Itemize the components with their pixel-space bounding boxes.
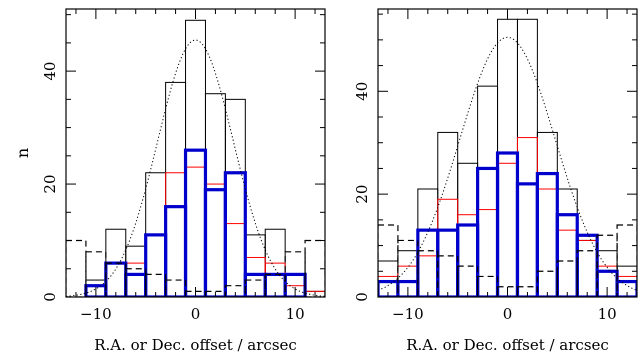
bar-thin-black-7 — [204, 93, 226, 297]
bar-thin-black-3 — [125, 245, 147, 297]
gaussian-fit-curve — [66, 39, 325, 297]
bar-thin-black-5 — [165, 81, 187, 297]
bar-red-6 — [185, 166, 206, 297]
bar-red-9 — [244, 256, 266, 297]
x-tick-label: 10 — [598, 305, 617, 323]
bar-red-2 — [105, 262, 127, 297]
plot-frame — [65, 8, 326, 298]
y-tick-label: 0 — [353, 292, 371, 302]
bar-thin-black-10 — [576, 239, 598, 297]
bar-dashed-black-2 — [105, 262, 127, 297]
bar-red-4 — [457, 214, 479, 297]
bar-dashed-black-9 — [244, 279, 266, 297]
bar-thin-black-4 — [457, 162, 479, 297]
bar-dashed-black-12 — [616, 224, 637, 297]
y-tick-label: 40 — [353, 82, 371, 101]
bar-red-8 — [536, 188, 558, 297]
bar-dashed-black-3 — [437, 255, 459, 297]
bar-dashed-black-5 — [165, 279, 187, 297]
y-ticks — [66, 14, 325, 298]
x-tick-label: −10 — [80, 305, 112, 323]
histogram-panel-left: −10 0 10 0 20 40 R.A. or Dec. offset / arcsec n — [13, 8, 326, 354]
bar-thick-blue-6 — [495, 151, 520, 297]
bar-red-2 — [417, 255, 439, 297]
bar-thick-blue-2 — [416, 228, 440, 297]
bar-dashed-black-11 — [284, 251, 306, 297]
x-ticks — [75, 9, 316, 297]
bar-red-6 — [497, 162, 518, 297]
bar-dashed-black-10 — [576, 250, 598, 297]
y-tick-label: 0 — [41, 292, 59, 302]
bar-thick-blue-3 — [436, 228, 460, 297]
bar-thin-black-8 — [536, 131, 558, 297]
bar-red-10 — [576, 239, 598, 297]
x-tick-label: 0 — [503, 305, 513, 323]
bar-thin-black-8 — [224, 98, 246, 297]
bar-thick-blue-7 — [203, 188, 227, 297]
bar-thick-blue-6 — [183, 148, 208, 297]
histogram-panel-right: −10 0 10 0 20 40 R.A. or Dec. offset / arcsec — [353, 8, 638, 354]
bar-dashed-black-12 — [304, 239, 325, 297]
y-tick-label: 20 — [353, 185, 371, 204]
bar-thin-black-5 — [477, 85, 499, 297]
x-axis-label: R.A. or Dec. offset / arcsec — [406, 336, 609, 354]
bar-thin-black-6 — [497, 18, 518, 297]
bar-thick-blue-2 — [104, 261, 128, 297]
plot-area — [66, 19, 325, 297]
bar-dashed-black-4 — [145, 273, 167, 297]
bar-red-3 — [437, 198, 459, 297]
bar-thick-blue-8 — [223, 171, 247, 297]
bar-thick-blue-10 — [575, 233, 599, 297]
bar-thick-blue-7 — [515, 182, 539, 297]
x-tick-label: 0 — [191, 305, 201, 323]
bar-thin-black-7 — [516, 18, 538, 297]
bar-dashed-black-1 — [85, 251, 107, 297]
bar-red-4 — [145, 234, 167, 297]
bar-red-5 — [477, 209, 499, 297]
bar-red-9 — [556, 229, 578, 297]
x-tick-label: −10 — [392, 305, 424, 323]
bar-thin-black-2 — [417, 188, 439, 297]
y-ticks — [378, 13, 637, 298]
bar-dashed-black-2 — [417, 250, 439, 297]
y-tick-label: 20 — [41, 175, 59, 194]
bar-thick-blue-8 — [535, 171, 559, 297]
bar-red-10 — [264, 262, 286, 297]
plot-area — [378, 18, 637, 297]
bar-red-5 — [165, 172, 187, 297]
x-tick-label: 10 — [286, 305, 305, 323]
series-thick-blue — [378, 151, 637, 297]
bar-red-7 — [516, 137, 538, 297]
bar-thick-blue-9 — [555, 213, 579, 297]
bar-thin-black-0 — [378, 260, 399, 297]
bar-dashed-black-10 — [264, 273, 286, 297]
bar-thick-blue-5 — [476, 166, 500, 297]
bar-thin-black-6 — [185, 19, 206, 297]
bar-thin-black-9 — [556, 188, 578, 297]
bar-red-7 — [204, 183, 226, 297]
y-axis-label: n — [13, 148, 32, 158]
y-tick-label: 40 — [41, 62, 59, 81]
series-thick-blue — [84, 148, 307, 297]
bar-thin-black-9 — [244, 234, 266, 297]
x-ticks — [387, 9, 628, 297]
bar-dashed-black-9 — [556, 260, 578, 297]
bar-thick-blue-4 — [144, 233, 168, 297]
bar-thick-blue-5 — [164, 205, 188, 297]
bar-dashed-black-1 — [397, 239, 419, 297]
x-axis-label: R.A. or Dec. offset / arcsec — [94, 336, 297, 354]
bar-thick-blue-4 — [456, 223, 480, 297]
gaussian-fit-curve — [378, 36, 637, 291]
bar-dashed-black-3 — [125, 268, 147, 297]
